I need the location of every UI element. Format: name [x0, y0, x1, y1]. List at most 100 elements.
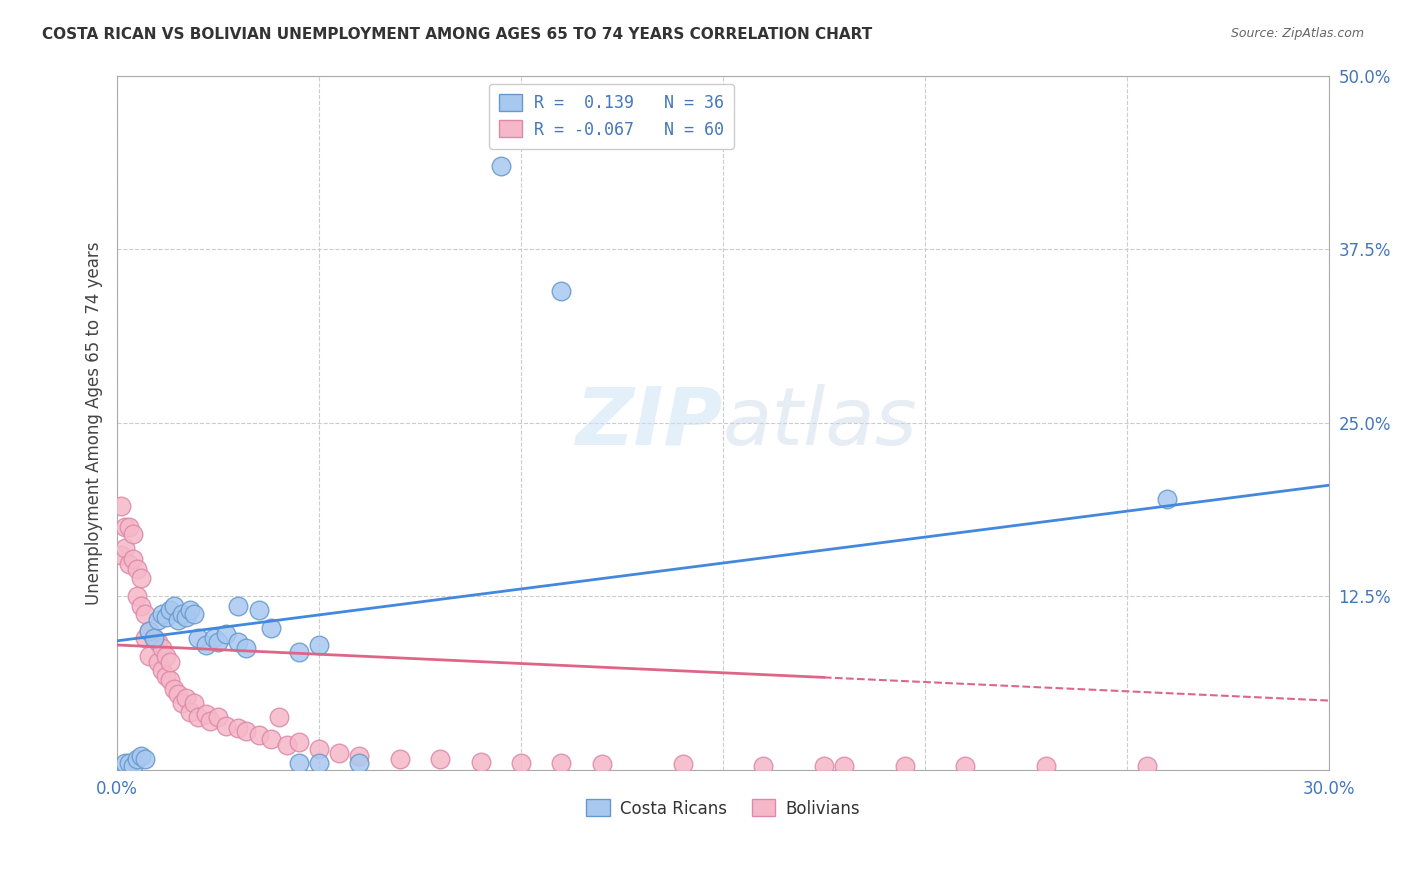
Text: COSTA RICAN VS BOLIVIAN UNEMPLOYMENT AMONG AGES 65 TO 74 YEARS CORRELATION CHART: COSTA RICAN VS BOLIVIAN UNEMPLOYMENT AMO…: [42, 27, 873, 42]
Point: [893, 759, 915, 773]
Point: [150, 640, 173, 655]
Point: [429, 752, 451, 766]
Point: [228, 635, 250, 649]
Point: [118, 558, 141, 572]
Point: [166, 687, 188, 701]
Point: [122, 552, 145, 566]
Point: [195, 638, 218, 652]
Point: [489, 159, 512, 173]
Point: [207, 635, 229, 649]
Point: [247, 728, 270, 742]
Point: [1156, 492, 1178, 507]
Point: [228, 722, 250, 736]
Point: [131, 749, 153, 764]
Point: [155, 649, 177, 664]
Point: [122, 527, 145, 541]
Point: [510, 756, 533, 770]
Point: [134, 752, 156, 766]
Point: [127, 752, 149, 766]
Point: [228, 599, 250, 613]
Point: [832, 759, 855, 773]
Text: Source: ZipAtlas.com: Source: ZipAtlas.com: [1230, 27, 1364, 40]
Point: [118, 520, 141, 534]
Text: atlas: atlas: [723, 384, 918, 462]
Point: [349, 749, 371, 764]
Y-axis label: Unemployment Among Ages 65 to 74 years: Unemployment Among Ages 65 to 74 years: [86, 241, 103, 605]
Point: [134, 607, 156, 622]
Point: [235, 724, 257, 739]
Point: [267, 710, 290, 724]
Point: [215, 627, 238, 641]
Point: [550, 756, 572, 770]
Point: [146, 655, 169, 669]
Point: [146, 635, 169, 649]
Point: [146, 613, 169, 627]
Point: [142, 631, 165, 645]
Point: [114, 520, 136, 534]
Point: [288, 735, 311, 749]
Point: [288, 645, 311, 659]
Point: [550, 284, 572, 298]
Point: [183, 696, 205, 710]
Point: [155, 610, 177, 624]
Point: [150, 663, 173, 677]
Point: [170, 607, 193, 622]
Point: [174, 610, 197, 624]
Point: [671, 757, 693, 772]
Point: [215, 718, 238, 732]
Point: [134, 631, 156, 645]
Point: [114, 541, 136, 555]
Point: [1035, 759, 1057, 773]
Point: [187, 710, 209, 724]
Point: [122, 759, 145, 773]
Point: [195, 707, 218, 722]
Point: [247, 603, 270, 617]
Point: [349, 756, 371, 770]
Point: [127, 590, 149, 604]
Point: [308, 638, 330, 652]
Point: [308, 742, 330, 756]
Point: [163, 599, 186, 613]
Point: [159, 603, 181, 617]
Point: [179, 603, 201, 617]
Point: [179, 705, 201, 719]
Point: [150, 607, 173, 622]
Point: [166, 613, 188, 627]
Point: [159, 673, 181, 687]
Point: [288, 756, 311, 770]
Point: [813, 759, 835, 773]
Point: [953, 759, 976, 773]
Point: [131, 571, 153, 585]
Point: [308, 756, 330, 770]
Legend: Costa Ricans, Bolivians: Costa Ricans, Bolivians: [579, 793, 866, 824]
Point: [183, 607, 205, 622]
Point: [591, 757, 613, 772]
Point: [388, 752, 411, 766]
Point: [118, 756, 141, 770]
Point: [470, 755, 492, 769]
Point: [110, 548, 132, 562]
Text: ZIP: ZIP: [575, 384, 723, 462]
Point: [752, 759, 775, 773]
Point: [276, 738, 298, 752]
Point: [131, 599, 153, 613]
Point: [114, 756, 136, 770]
Point: [259, 621, 281, 635]
Point: [207, 710, 229, 724]
Point: [187, 631, 209, 645]
Point: [235, 640, 257, 655]
Point: [155, 668, 177, 682]
Point: [170, 696, 193, 710]
Point: [174, 690, 197, 705]
Point: [202, 631, 225, 645]
Point: [127, 561, 149, 575]
Point: [198, 714, 221, 729]
Point: [110, 499, 132, 513]
Point: [138, 624, 160, 639]
Point: [163, 682, 186, 697]
Point: [328, 747, 350, 761]
Point: [1136, 759, 1159, 773]
Point: [259, 732, 281, 747]
Point: [159, 655, 181, 669]
Point: [138, 624, 160, 639]
